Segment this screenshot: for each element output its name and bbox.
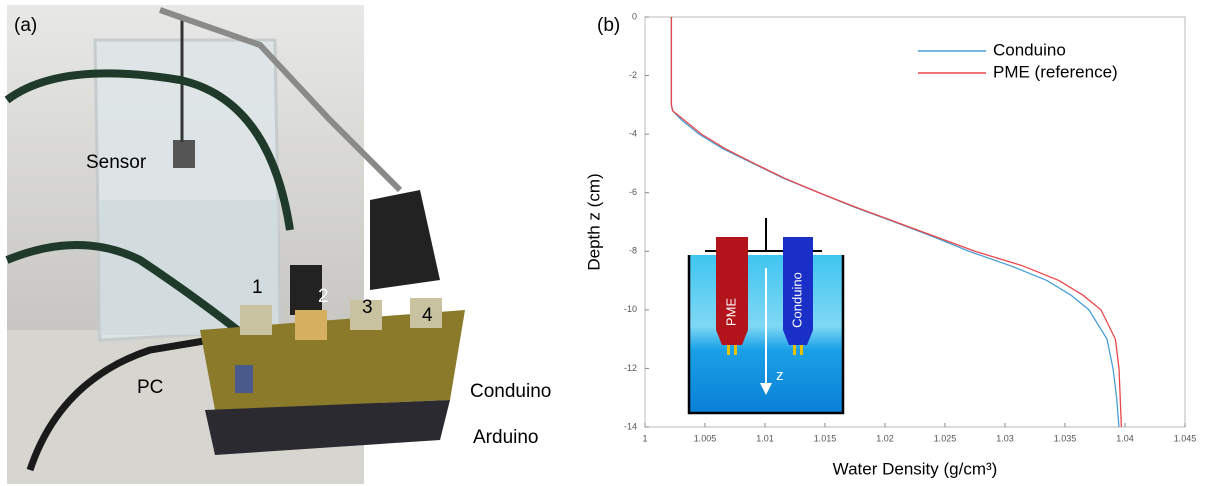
x-tick-label: 1.025 — [934, 433, 957, 443]
plot-frame — [644, 16, 1186, 428]
x-tick-label: 1.01 — [756, 433, 774, 443]
legend-label: PME (reference) — [993, 62, 1118, 81]
y-tick-label: -6 — [629, 187, 637, 197]
panel-label: (a) — [14, 15, 37, 36]
inset-label: PME — [723, 298, 738, 327]
photo-label: Conduino — [470, 381, 551, 402]
panel-label: (b) — [597, 15, 620, 36]
x-axis-label: Water Density (g/cm³) — [833, 459, 998, 478]
photo-label: Sensor — [86, 152, 147, 173]
x-tick-label: 1.02 — [876, 433, 894, 443]
x-tick-label: 1.04 — [1116, 433, 1134, 443]
inset-label: Conduino — [789, 272, 804, 328]
photo-label: 3 — [362, 297, 373, 318]
data-line — [670, 17, 1123, 428]
x-tick-label: 1.015 — [814, 433, 837, 443]
y-tick-label: -8 — [629, 246, 637, 256]
photo-label: 2 — [318, 286, 329, 307]
photo-label: PC — [137, 377, 163, 398]
x-tick-label: 1.03 — [996, 433, 1014, 443]
plot: 1 1.005 1.01 1.015 1.02 1.025 1.03 1.035 1.04 1.0… — [624, 11, 1196, 443]
legend-label: Conduino — [993, 40, 1066, 59]
x-tick-label: 1.035 — [1054, 433, 1077, 443]
x-tick-label: 1.005 — [694, 433, 717, 443]
photo-label: Arduino — [473, 427, 539, 448]
x-tick-label: 1.045 — [1174, 433, 1197, 443]
photo-label: 1 — [252, 277, 263, 298]
inset: PME Conduino z — [687, 218, 845, 415]
y-tick-label: -2 — [629, 70, 637, 80]
y-tick-label: -4 — [629, 129, 637, 139]
inset-label: z — [776, 367, 784, 384]
y-tick-label: -10 — [624, 304, 637, 314]
photo: (a) Sensor 1 2 3 4 PC Conduino Arduino — [4, 5, 551, 484]
y-axis-label: Depth z (cm) — [584, 173, 603, 270]
y-tick-label: 0 — [632, 11, 637, 21]
y-tick-label: -12 — [624, 363, 637, 373]
x-tick-label: 1 — [642, 433, 647, 443]
y-tick-label: -14 — [624, 421, 637, 431]
photo-label: 4 — [422, 305, 433, 326]
